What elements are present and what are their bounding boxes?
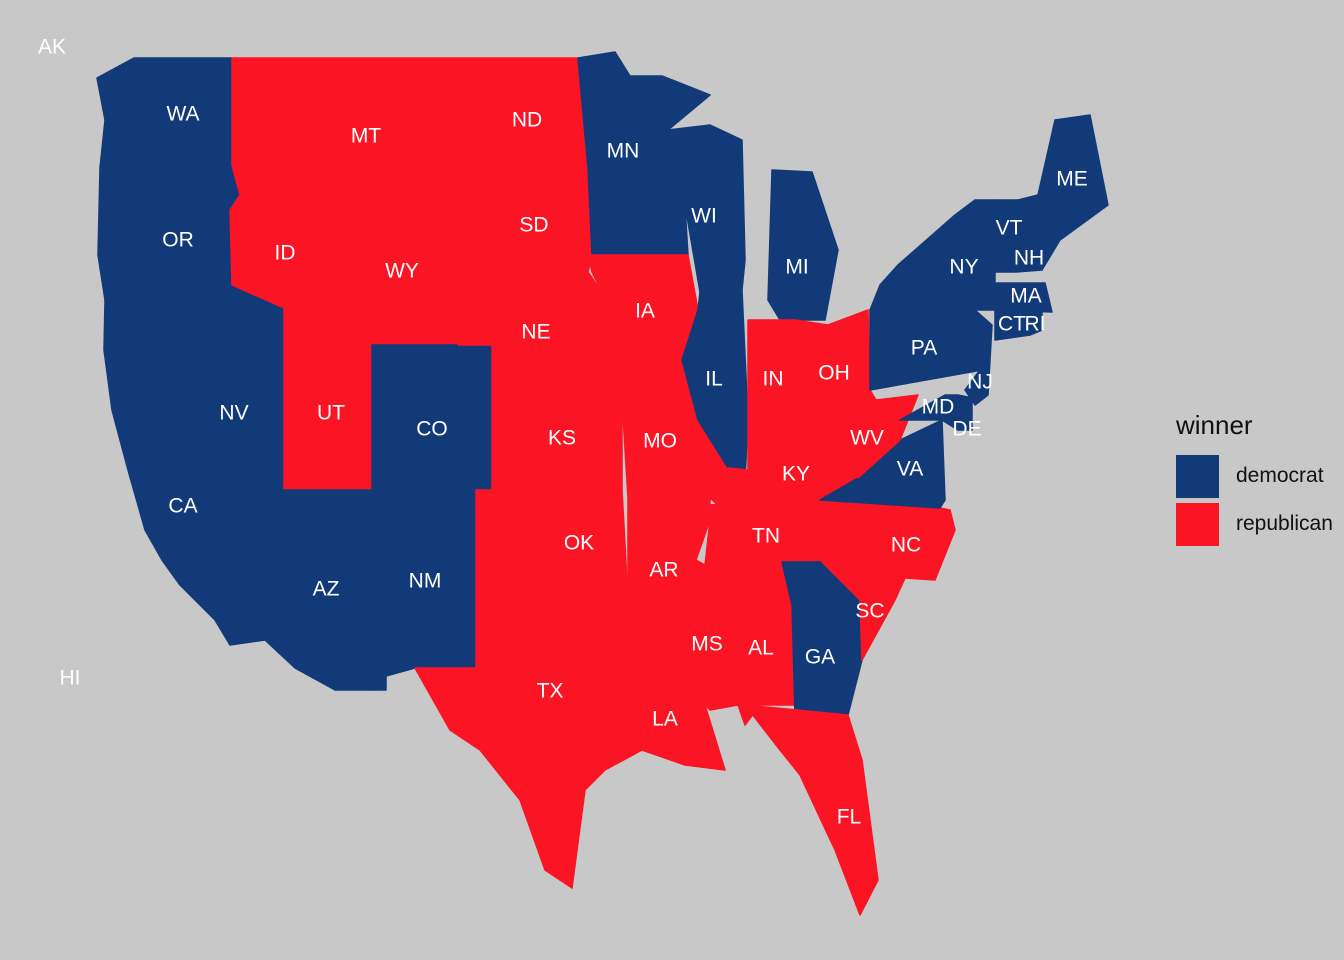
state-label-ma: MA [1010, 285, 1042, 308]
state-label-wi: WI [691, 205, 717, 228]
legend: winner democrat republican [1176, 410, 1333, 549]
state-wa [96, 57, 233, 169]
state-mi [767, 169, 839, 321]
state-wv [839, 389, 919, 479]
state-label-wa: WA [166, 103, 199, 126]
state-ma [994, 282, 1053, 313]
state-me [1037, 114, 1109, 271]
state-label-sd: SD [519, 214, 548, 237]
state-labels: AK HI WA OR CA NV ID MT WY UT AZ CO NM ND SD NE KS OK TX MN… [38, 36, 1088, 829]
state-label-ak: AK [38, 36, 66, 59]
state-label-va: VA [897, 458, 923, 481]
legend-item-republican: republican [1176, 501, 1333, 547]
state-label-nh: NH [1014, 247, 1044, 270]
state-tx [414, 507, 643, 889]
state-label-ne: NE [521, 321, 550, 344]
state-label-ok: OK [564, 532, 594, 555]
state-label-sc: SC [855, 600, 884, 623]
state-label-nc: NC [891, 534, 921, 557]
legend-label-republican: republican [1236, 512, 1333, 535]
state-label-wv: WV [850, 427, 884, 450]
state-label-ny: NY [949, 256, 978, 279]
state-label-me: ME [1056, 168, 1088, 191]
legend-swatch-republican [1176, 502, 1219, 546]
state-label-id: ID [275, 242, 296, 265]
state-label-nm: NM [409, 570, 442, 593]
legend-label-democrat: democrat [1236, 464, 1324, 487]
state-label-mn: MN [607, 140, 640, 163]
state-label-il: IL [705, 368, 723, 391]
state-fl [744, 704, 879, 916]
state-label-ut: UT [317, 402, 345, 425]
state-label-az: AZ [313, 578, 340, 601]
state-md [899, 394, 959, 431]
state-nc [849, 507, 956, 581]
state-label-hi: HI [60, 667, 81, 690]
state-label-al: AL [748, 637, 774, 660]
state-label-ct: CT [998, 313, 1026, 336]
state-label-tx: TX [537, 680, 564, 703]
state-label-ca: CA [168, 495, 197, 518]
state-label-ga: GA [805, 646, 835, 669]
state-label-mo: MO [643, 430, 677, 453]
state-label-mi: MI [785, 256, 808, 279]
state-label-nd: ND [512, 109, 542, 132]
state-label-ks: KS [548, 427, 576, 450]
state-label-ia: IA [635, 300, 655, 323]
state-label-vt: VT [996, 217, 1023, 240]
state-label-md: MD [922, 396, 955, 419]
state-ks [491, 379, 623, 491]
state-label-oh: OH [818, 362, 850, 385]
state-ri [1029, 309, 1043, 336]
state-label-nj: NJ [967, 371, 993, 394]
legend-item-democrat: democrat [1176, 453, 1333, 499]
state-label-ky: KY [782, 463, 810, 486]
state-label-ar: AR [649, 559, 678, 582]
state-label-ms: MS [691, 633, 723, 656]
state-label-wy: WY [385, 260, 419, 283]
state-label-pa: PA [911, 337, 937, 360]
legend-title: winner [1176, 410, 1253, 440]
legend-swatch-democrat [1176, 454, 1219, 498]
state-label-nv: NV [219, 402, 248, 425]
state-label-tn: TN [752, 525, 780, 548]
state-label-ri: RI [1025, 313, 1046, 336]
state-label-de: DE [952, 418, 981, 441]
state-nj [964, 309, 993, 406]
state-shapes [96, 51, 1109, 916]
state-label-mt: MT [351, 125, 381, 148]
state-label-la: LA [652, 708, 678, 731]
state-wi [659, 124, 746, 293]
state-label-fl: FL [837, 806, 862, 829]
state-label-or: OR [162, 229, 194, 252]
state-label-co: CO [416, 418, 448, 441]
state-label-in: IN [763, 368, 784, 391]
